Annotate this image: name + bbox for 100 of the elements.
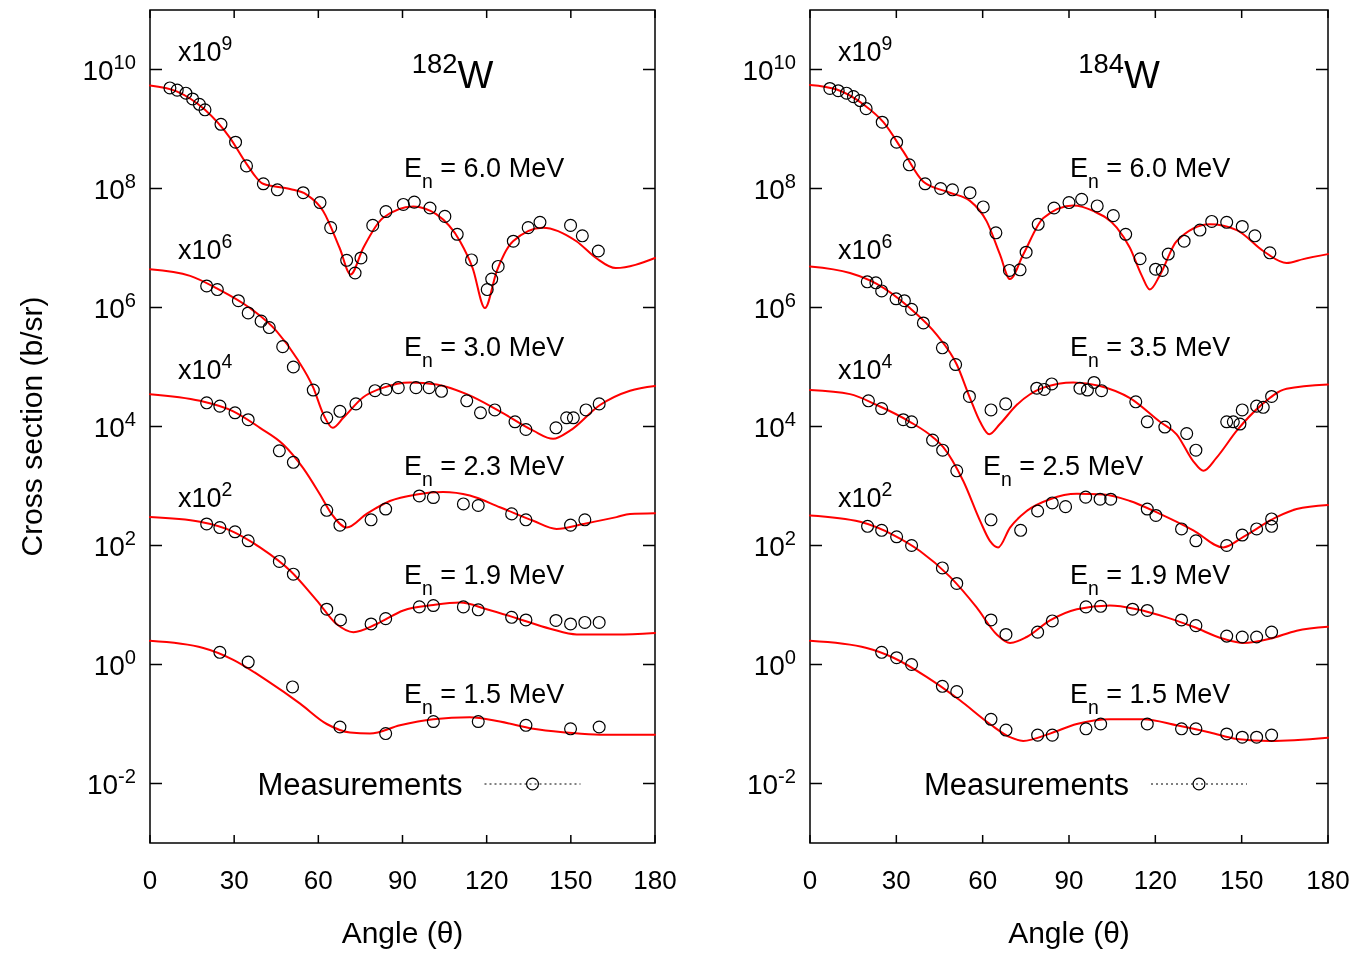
point <box>890 651 904 665</box>
point <box>272 554 286 568</box>
point <box>875 645 889 659</box>
point <box>286 455 300 469</box>
point <box>460 394 474 408</box>
point <box>396 197 410 211</box>
point <box>999 723 1013 737</box>
point <box>286 680 300 694</box>
point <box>241 655 255 669</box>
point <box>198 103 212 117</box>
point <box>519 423 533 437</box>
point <box>860 275 874 289</box>
point <box>926 433 940 447</box>
point <box>1037 382 1051 396</box>
point <box>1126 602 1140 616</box>
point <box>533 215 547 229</box>
y-tick-label: 10$^{8}$ <box>753 169 796 205</box>
point <box>333 518 347 532</box>
point <box>875 523 889 537</box>
y-tick-label: 10$^{2}$ <box>93 526 136 562</box>
point <box>434 384 449 398</box>
point <box>473 406 488 420</box>
point <box>1220 727 1234 741</box>
point <box>491 259 505 273</box>
point <box>945 183 959 197</box>
point <box>456 497 470 511</box>
y-tick-label: 10$^{6}$ <box>93 288 136 324</box>
point <box>519 718 533 732</box>
point <box>320 602 334 616</box>
y-tick-label: 10$^{4}$ <box>753 407 796 443</box>
point <box>1140 502 1154 516</box>
point <box>984 712 998 726</box>
annotation: E$_{n}$ = 1.9 MeV <box>1070 560 1231 599</box>
line-series <box>149 516 656 636</box>
point <box>200 517 214 531</box>
point <box>1265 625 1279 639</box>
point <box>1031 625 1045 639</box>
point <box>905 538 919 553</box>
point <box>505 610 519 624</box>
point <box>1093 492 1107 506</box>
annotation: x10$^{4}$ <box>178 350 233 385</box>
point <box>934 181 948 196</box>
point <box>1189 722 1203 736</box>
point <box>916 316 930 330</box>
point <box>1265 512 1279 526</box>
point <box>1045 728 1059 742</box>
point <box>1226 415 1240 429</box>
point <box>1094 717 1108 731</box>
point <box>1265 728 1279 742</box>
point <box>519 513 533 527</box>
point <box>426 715 440 729</box>
point <box>366 218 380 232</box>
point <box>936 443 950 457</box>
point <box>465 253 479 267</box>
point <box>320 503 334 517</box>
point <box>241 534 255 548</box>
y-tick-label: 10$^{-2}$ <box>86 764 136 800</box>
point <box>213 521 227 535</box>
point <box>549 421 563 435</box>
annotation: E$_{n}$ = 1.5 MeV <box>1070 679 1231 718</box>
point <box>391 381 405 395</box>
point <box>270 183 284 197</box>
point <box>578 513 592 527</box>
point <box>566 411 580 425</box>
point <box>1079 600 1093 614</box>
legend-label: Measurements <box>923 767 1129 802</box>
point <box>823 81 837 95</box>
annotation: E$_{n}$ = 3.0 MeV <box>404 332 565 371</box>
line-series <box>149 639 656 736</box>
point <box>859 102 873 116</box>
point <box>379 382 393 396</box>
point <box>1235 219 1249 233</box>
point <box>379 612 393 626</box>
point <box>333 613 348 627</box>
line-series <box>149 393 656 530</box>
point <box>1175 522 1189 536</box>
point <box>1149 262 1163 276</box>
point <box>519 613 533 627</box>
point <box>364 617 378 631</box>
point <box>935 679 949 693</box>
point <box>549 613 563 627</box>
point <box>592 397 606 411</box>
point <box>1248 229 1262 243</box>
point <box>935 341 949 355</box>
point <box>564 722 578 736</box>
point <box>313 196 327 210</box>
legend-label: Measurements <box>257 767 463 802</box>
point <box>1189 619 1203 633</box>
annotation: E$_{n}$ = 1.5 MeV <box>404 679 565 718</box>
point <box>918 177 932 191</box>
point <box>1256 400 1270 414</box>
point <box>229 135 243 149</box>
x-tick-label: 30 <box>881 865 911 895</box>
x-axis-title: Angle (θ) <box>341 916 464 949</box>
point <box>485 272 499 286</box>
point <box>1079 722 1093 736</box>
point <box>564 617 578 631</box>
annotation: x10$^{6}$ <box>178 230 233 265</box>
x-tick-label: 30 <box>219 865 249 895</box>
point <box>1062 196 1076 210</box>
